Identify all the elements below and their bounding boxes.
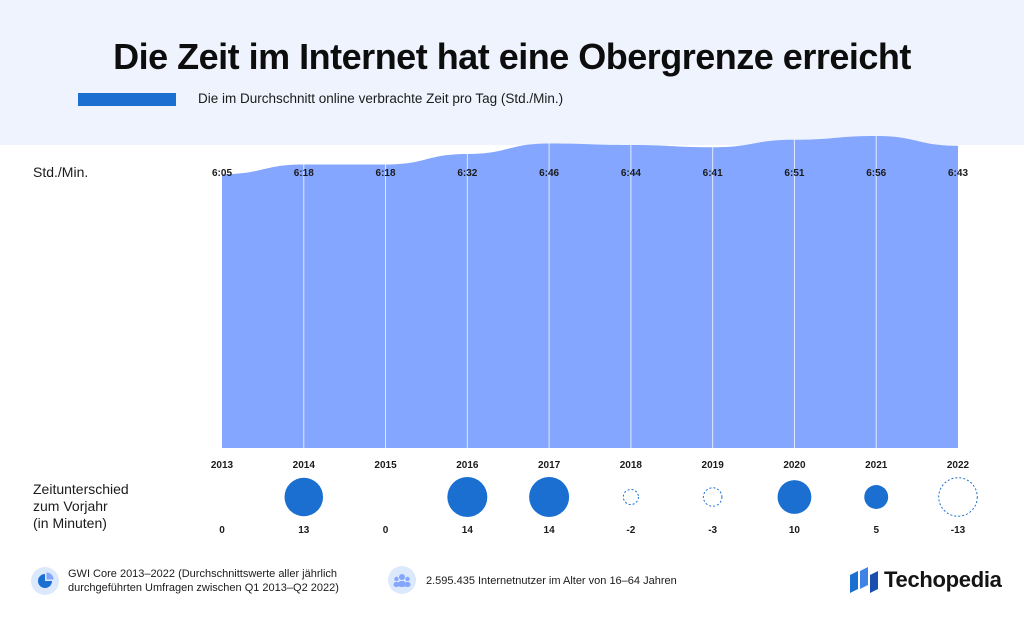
data-label: 6:44 xyxy=(620,168,641,179)
diff-value-label: 10 xyxy=(788,525,800,536)
diff-bubble-positive xyxy=(864,485,889,509)
x-tick-label: 2022 xyxy=(946,460,970,471)
brand-logo: Techopedia xyxy=(850,567,1002,593)
sample-note: 2.595.435 Internetnutzer im Alter von 16… xyxy=(426,575,677,587)
diff-value-label: 5 xyxy=(873,525,879,536)
x-tick-label: 2016 xyxy=(456,460,479,471)
data-label: 6:05 xyxy=(211,168,232,179)
data-label: 6:46 xyxy=(539,168,560,179)
data-label: 6:32 xyxy=(457,168,478,179)
data-label: 6:56 xyxy=(866,168,887,179)
legend-swatch xyxy=(78,93,176,106)
diff-value-label: 14 xyxy=(461,525,473,536)
diff-title-line: (in Minuten) xyxy=(33,515,107,531)
subtitle: Die im Durchschnitt online verbrachte Ze… xyxy=(198,91,564,106)
diff-bubble-positive xyxy=(447,477,488,517)
data-label: 6:18 xyxy=(375,168,396,179)
diff-value-label: 13 xyxy=(298,525,310,536)
techopedia-logo-icon xyxy=(850,567,878,593)
diff-value-label: -2 xyxy=(626,525,636,536)
data-label: 6:51 xyxy=(784,168,805,179)
x-tick-label: 2018 xyxy=(619,460,642,471)
diff-value-label: -3 xyxy=(708,525,718,536)
diff-value-label: 0 xyxy=(382,525,389,536)
page-title: Die Zeit im Internet hat eine Obergrenze… xyxy=(113,36,911,77)
header-band xyxy=(0,0,1024,145)
diff-value-label: 0 xyxy=(219,525,225,536)
source-line: durchgeführten Umfragen zwischen Q1 2013… xyxy=(68,582,339,594)
x-tick-label: 2019 xyxy=(701,460,724,471)
diff-title-line: zum Vorjahr xyxy=(33,498,108,514)
diff-bubble-negative xyxy=(938,477,978,517)
data-label: 6:41 xyxy=(702,168,723,179)
x-tick-label: 2020 xyxy=(783,460,806,471)
area-series xyxy=(222,136,958,448)
diff-bubble-positive xyxy=(777,480,812,514)
y-axis-label: Std./Min. xyxy=(33,164,89,180)
diff-bubble-negative xyxy=(622,488,639,506)
source-note: GWI Core 2013–2022 (Durchschnittswerte a… xyxy=(68,567,339,595)
diff-title-line: Zeitunterschied xyxy=(33,481,129,497)
x-tick-label: 2021 xyxy=(865,460,888,471)
x-tick-label: 2014 xyxy=(292,460,315,471)
diff-bubble-positive xyxy=(529,477,570,517)
source-line: GWI Core 2013–2022 (Durchschnittswerte a… xyxy=(68,568,338,580)
x-tick-label: 2017 xyxy=(537,460,561,471)
brand-name: Techopedia xyxy=(884,567,1002,592)
diff-bubble-positive xyxy=(284,477,324,517)
x-tick-label: 2015 xyxy=(374,460,397,471)
diff-bubble-negative xyxy=(702,487,723,507)
data-label: 6:43 xyxy=(947,168,968,179)
data-label: 6:18 xyxy=(293,168,314,179)
chart-pie-icon xyxy=(31,567,59,595)
diff-title: Zeitunterschied zum Vorjahr (in Minuten) xyxy=(33,481,129,532)
diff-value-label: -13 xyxy=(950,525,966,536)
diff-value-label: 14 xyxy=(543,525,555,536)
x-tick-label: 2013 xyxy=(210,460,234,471)
people-icon xyxy=(388,566,416,594)
